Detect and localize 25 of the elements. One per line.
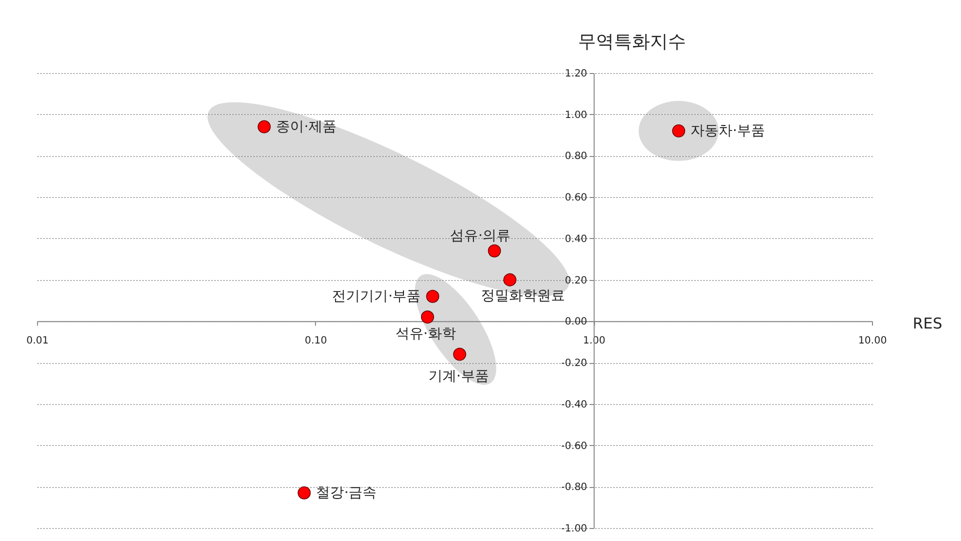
y-tick-label: 1.00 [564, 110, 588, 121]
annotation: 석유·화학 [395, 326, 456, 342]
annotation: 종이·제품 [276, 118, 337, 135]
y-tick-label: 0.40 [564, 234, 588, 245]
annotation: 전기기기·부품 [332, 288, 421, 304]
y-tick-label: -0.60 [561, 440, 588, 452]
x-tick-label: 10.00 [858, 336, 887, 347]
annotation: 정밀화학원료 [480, 288, 565, 304]
annotation: 섬유·의류 [450, 228, 511, 244]
y-tick-label: 1.20 [564, 68, 588, 80]
y-tick-label: 0.60 [564, 192, 588, 204]
y-tick-label: 0.20 [564, 275, 588, 286]
y-tick-label: 0.00 [564, 316, 588, 328]
x-tick-label: 0.01 [26, 336, 49, 347]
y-tick-label: -0.40 [561, 399, 588, 410]
annotation: 자동차·부품 [690, 122, 766, 139]
y-axis-title: 무역특화지수 [578, 32, 686, 52]
y-tick-label: -1.00 [561, 524, 588, 534]
y-tick-label: -0.80 [561, 482, 588, 494]
annotation: 철강·금속 [316, 484, 377, 501]
y-tick-label: -0.20 [561, 358, 588, 370]
x-tick-label: 0.10 [304, 336, 327, 347]
x-axis-title: RES [912, 314, 942, 333]
y-tick-label: 0.80 [564, 151, 588, 162]
annotation: 기계·부품 [428, 368, 489, 384]
